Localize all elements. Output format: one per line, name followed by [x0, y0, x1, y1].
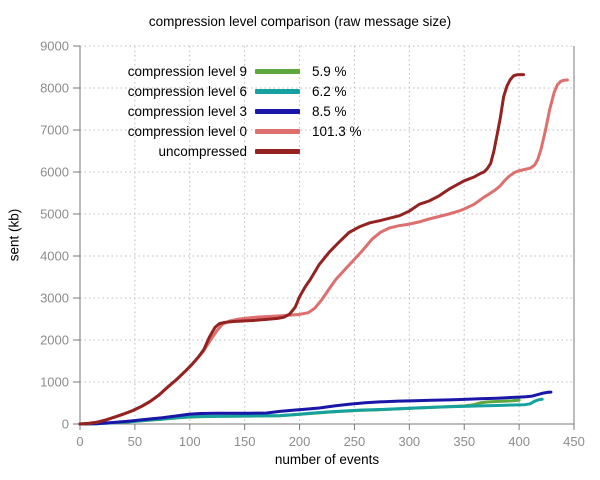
legend-ratio: 101.3 % — [312, 123, 362, 139]
legend: compression level 9 5.9 % compression leve… — [80, 61, 362, 161]
legend-label: compression level 6 — [127, 83, 247, 99]
legend-row: compression level 9 5.9 % — [80, 61, 362, 81]
legend-row: uncompressed — [80, 141, 362, 161]
x-tick-label: 100 — [179, 434, 201, 449]
x-tick-label: 250 — [344, 434, 366, 449]
x-tick-label: 350 — [453, 434, 475, 449]
y-axis-label: sent (kb) — [6, 208, 22, 262]
legend-label: compression level 0 — [127, 123, 247, 139]
legend-ratio: 5.9 % — [312, 63, 347, 79]
x-axis-label: number of events — [274, 452, 380, 467]
x-tick-label: 0 — [76, 434, 83, 449]
y-tick-label: 9000 — [40, 39, 69, 54]
legend-swatch — [255, 88, 300, 94]
x-tick-label: 200 — [289, 434, 311, 449]
legend-swatch — [255, 68, 300, 74]
legend-label: compression level 3 — [127, 103, 247, 119]
series-line-compression-level-3 — [78, 390, 553, 426]
y-tick-label: 4000 — [40, 249, 69, 264]
y-tick-label: 5000 — [40, 207, 69, 222]
axes: 0 50 100 150 200 250 300 350 400 450 0 1000 2000 3000… — [40, 39, 585, 450]
legend-swatch — [255, 148, 300, 154]
y-tick-label: 2000 — [40, 333, 69, 348]
legend-ratio: 8.5 % — [312, 103, 347, 119]
grid — [80, 45, 575, 424]
legend-ratio: 6.2 % — [312, 83, 347, 99]
x-tick-label: 450 — [563, 434, 585, 449]
legend-swatch — [255, 128, 300, 134]
x-tick-label: 50 — [128, 434, 142, 449]
y-tick-label: 6000 — [40, 165, 69, 180]
legend-row: compression level 3 8.5 % — [80, 101, 362, 121]
y-tick-label: 0 — [62, 417, 69, 432]
legend-swatch — [255, 108, 300, 114]
y-tick-label: 7000 — [40, 123, 69, 138]
legend-label: uncompressed — [158, 143, 247, 159]
y-tick-label: 8000 — [40, 81, 69, 96]
legend-row: compression level 6 6.2 % — [80, 81, 362, 101]
y-tick-label: 3000 — [40, 291, 69, 306]
series-line-uncompressed — [78, 73, 525, 426]
x-tick-label: 400 — [508, 434, 530, 449]
legend-label: compression level 9 — [127, 63, 247, 79]
chart-title: compression level comparison (raw messag… — [148, 14, 452, 29]
x-tick-label: 150 — [234, 434, 256, 449]
legend-row: compression level 0 101.3 % — [80, 121, 362, 141]
x-tick-label: 300 — [398, 434, 420, 449]
y-tick-label: 1000 — [40, 375, 69, 390]
series-group — [78, 73, 569, 426]
